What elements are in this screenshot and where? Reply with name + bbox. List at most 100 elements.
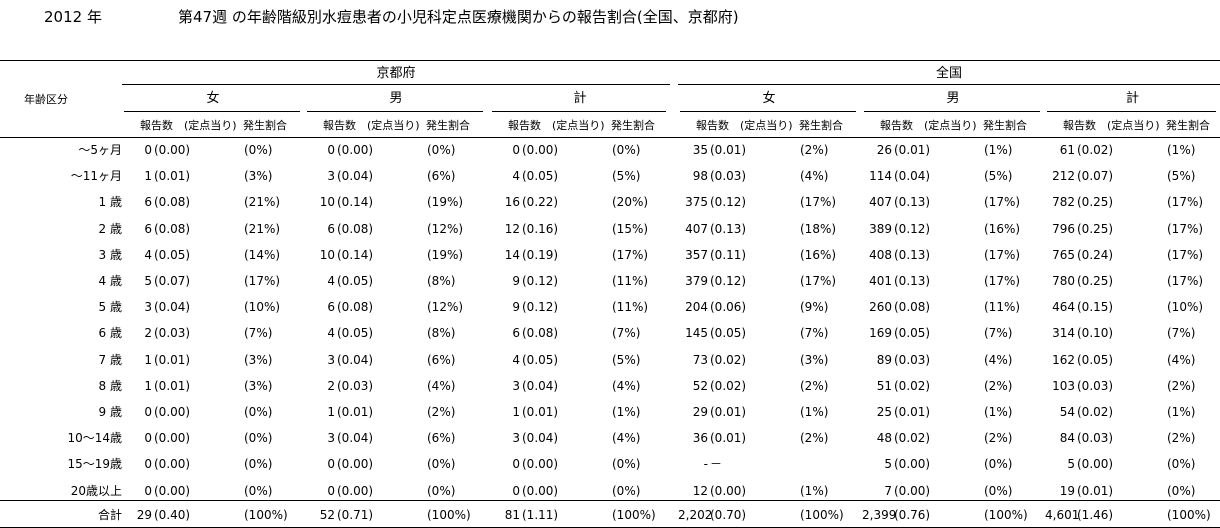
count-cell: 0 [327, 143, 335, 157]
count-cell: 0 [512, 143, 520, 157]
per-site-cell: (0.02) [710, 352, 747, 367]
per-site-cell: (0.01) [710, 143, 747, 157]
per-site-cell: (0.14) [337, 247, 374, 262]
rate-cell: (0%) [984, 457, 1013, 472]
count-cell: 19 [1059, 483, 1075, 498]
rate-cell: (17%) [1167, 195, 1204, 210]
per-site-cell: (0.12) [522, 274, 559, 288]
subheader-rate: 発生割合 [983, 119, 1027, 132]
subheader-count: 報告数 [323, 119, 356, 132]
rate-cell: (3%) [244, 352, 273, 367]
region-header: 京都府 [376, 66, 416, 81]
sex-header: 男 [389, 91, 403, 106]
per-site-cell: (0.02) [710, 378, 747, 393]
per-site-cell: (0.05) [522, 352, 559, 367]
subheader-per-site: (定点当り) [1107, 119, 1160, 132]
count-cell: 52 [319, 508, 335, 522]
rate-cell: (19%) [427, 195, 464, 210]
count-cell: 2,202 [678, 508, 713, 522]
rate-cell: (1%) [800, 483, 829, 498]
per-site-cell: (0.03) [337, 378, 374, 393]
rate-cell: (2%) [800, 143, 829, 157]
per-site-cell: (0.25) [1077, 195, 1114, 210]
table-row-age: 2 歳 [98, 221, 122, 236]
table-row-age: 10～14歳 [67, 431, 122, 446]
per-site-cell: (0.13) [894, 195, 931, 210]
rate-cell: (17%) [800, 274, 837, 288]
count-cell: 89 [876, 352, 892, 367]
count-cell: 796 [1052, 221, 1075, 236]
count-cell: 3 [327, 352, 335, 367]
count-cell: 145 [685, 326, 708, 341]
rate-cell: (3%) [244, 169, 273, 184]
per-site-cell: (0.22) [522, 195, 559, 210]
per-site-cell: (0.04) [894, 169, 931, 184]
count-cell: 212 [1052, 169, 1075, 184]
count-cell: 2 [327, 378, 335, 393]
per-site-cell: (0.02) [894, 431, 931, 446]
sex-underline [680, 111, 856, 112]
count-cell: 260 [869, 300, 892, 315]
count-cell: - [703, 457, 708, 472]
region-header: 全国 [935, 66, 962, 81]
count-cell: 1 [144, 169, 152, 184]
per-site-cell: (0.05) [894, 326, 931, 341]
per-site-cell: (0.00) [894, 457, 931, 472]
table-row-age: 6 歳 [98, 326, 122, 341]
rate-cell: (1%) [800, 405, 829, 419]
sex-header: 計 [573, 91, 587, 106]
table-row-age: 1 歳 [98, 195, 122, 210]
per-site-cell: (0.00) [154, 431, 191, 446]
sex-underline [1047, 111, 1216, 112]
rate-cell: (5%) [612, 169, 641, 184]
per-site-cell: (0.02) [894, 378, 931, 393]
per-site-cell: (0.01) [154, 169, 191, 184]
subheader-per-site: (定点当り) [740, 119, 793, 132]
rate-cell: (20%) [612, 195, 649, 210]
per-site-cell: (0.12) [522, 300, 559, 315]
per-site-cell: (0.13) [894, 274, 931, 288]
count-cell: 314 [1052, 326, 1075, 341]
per-site-cell: (0.01) [337, 405, 374, 419]
count-cell: 375 [685, 195, 708, 210]
count-cell: 36 [692, 431, 708, 446]
rate-cell: (7%) [612, 326, 641, 341]
count-cell: 407 [869, 195, 892, 210]
count-cell: 54 [1059, 405, 1075, 419]
count-cell: 10 [319, 247, 335, 262]
count-cell: 6 [512, 326, 520, 341]
rate-cell: (1%) [1167, 143, 1196, 157]
region-underline [678, 84, 1220, 85]
count-cell: 51 [876, 378, 892, 393]
per-site-cell: (0.01) [710, 431, 747, 446]
per-site-cell: (0.25) [1077, 221, 1114, 236]
count-cell: 5 [144, 274, 152, 288]
count-cell: 61 [1059, 143, 1075, 157]
count-cell: 1 [144, 352, 152, 367]
rate-cell: (16%) [984, 221, 1021, 236]
rate-cell: (0%) [612, 483, 641, 498]
count-cell: 3 [144, 300, 152, 315]
count-cell: 6 [144, 195, 152, 210]
rate-cell: (16%) [800, 247, 837, 262]
rate-cell: (2%) [984, 378, 1013, 393]
count-cell: 9 [512, 300, 520, 315]
per-site-cell: (0.13) [710, 221, 747, 236]
count-cell: 4 [512, 352, 520, 367]
count-cell: 4,601 [1045, 508, 1080, 522]
count-cell: 407 [685, 221, 708, 236]
count-cell: 389 [869, 221, 892, 236]
count-cell: 204 [685, 300, 708, 315]
count-cell: 3 [512, 378, 520, 393]
count-cell: 3 [327, 431, 335, 446]
rate-cell: (0%) [244, 405, 273, 419]
count-cell: 81 [504, 508, 520, 522]
subheader-per-site: (定点当り) [184, 119, 237, 132]
rate-cell: (2%) [1167, 378, 1196, 393]
per-site-cell: (0.08) [154, 221, 191, 236]
rate-cell: (11%) [612, 274, 649, 288]
per-site-cell: (0.08) [337, 300, 374, 315]
count-cell: 29 [692, 405, 708, 419]
total-top-rule [0, 500, 1220, 501]
count-cell: 1 [144, 378, 152, 393]
